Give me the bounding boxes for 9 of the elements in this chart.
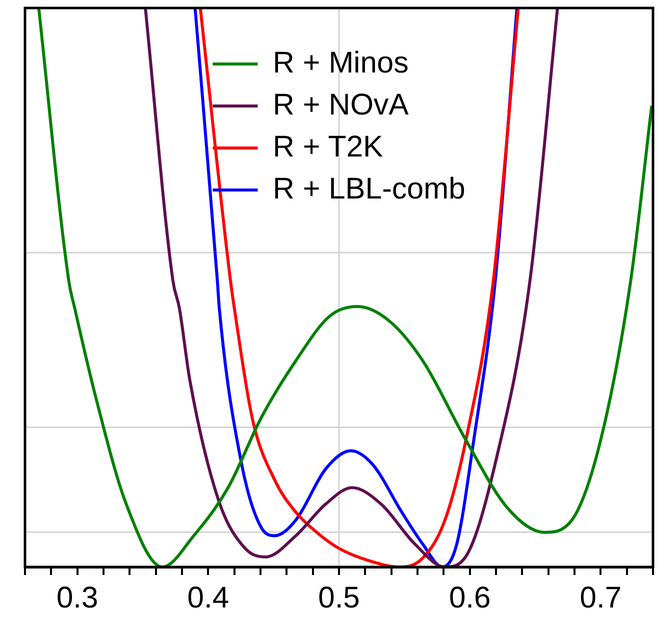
legend-label: R + T2K [272, 130, 384, 164]
x-tick-label: 0.7 [580, 581, 622, 614]
x-tick-label: 0.3 [56, 581, 98, 614]
legend-label: R + NOvA [272, 88, 409, 122]
legend-label: R + Minos [272, 46, 409, 80]
x-tick-label: 0.6 [448, 581, 491, 614]
x-tick-label: 0.4 [187, 581, 230, 614]
legend-label: R + LBL-comb [272, 172, 466, 206]
x-tick-label: 0.5 [318, 581, 360, 614]
